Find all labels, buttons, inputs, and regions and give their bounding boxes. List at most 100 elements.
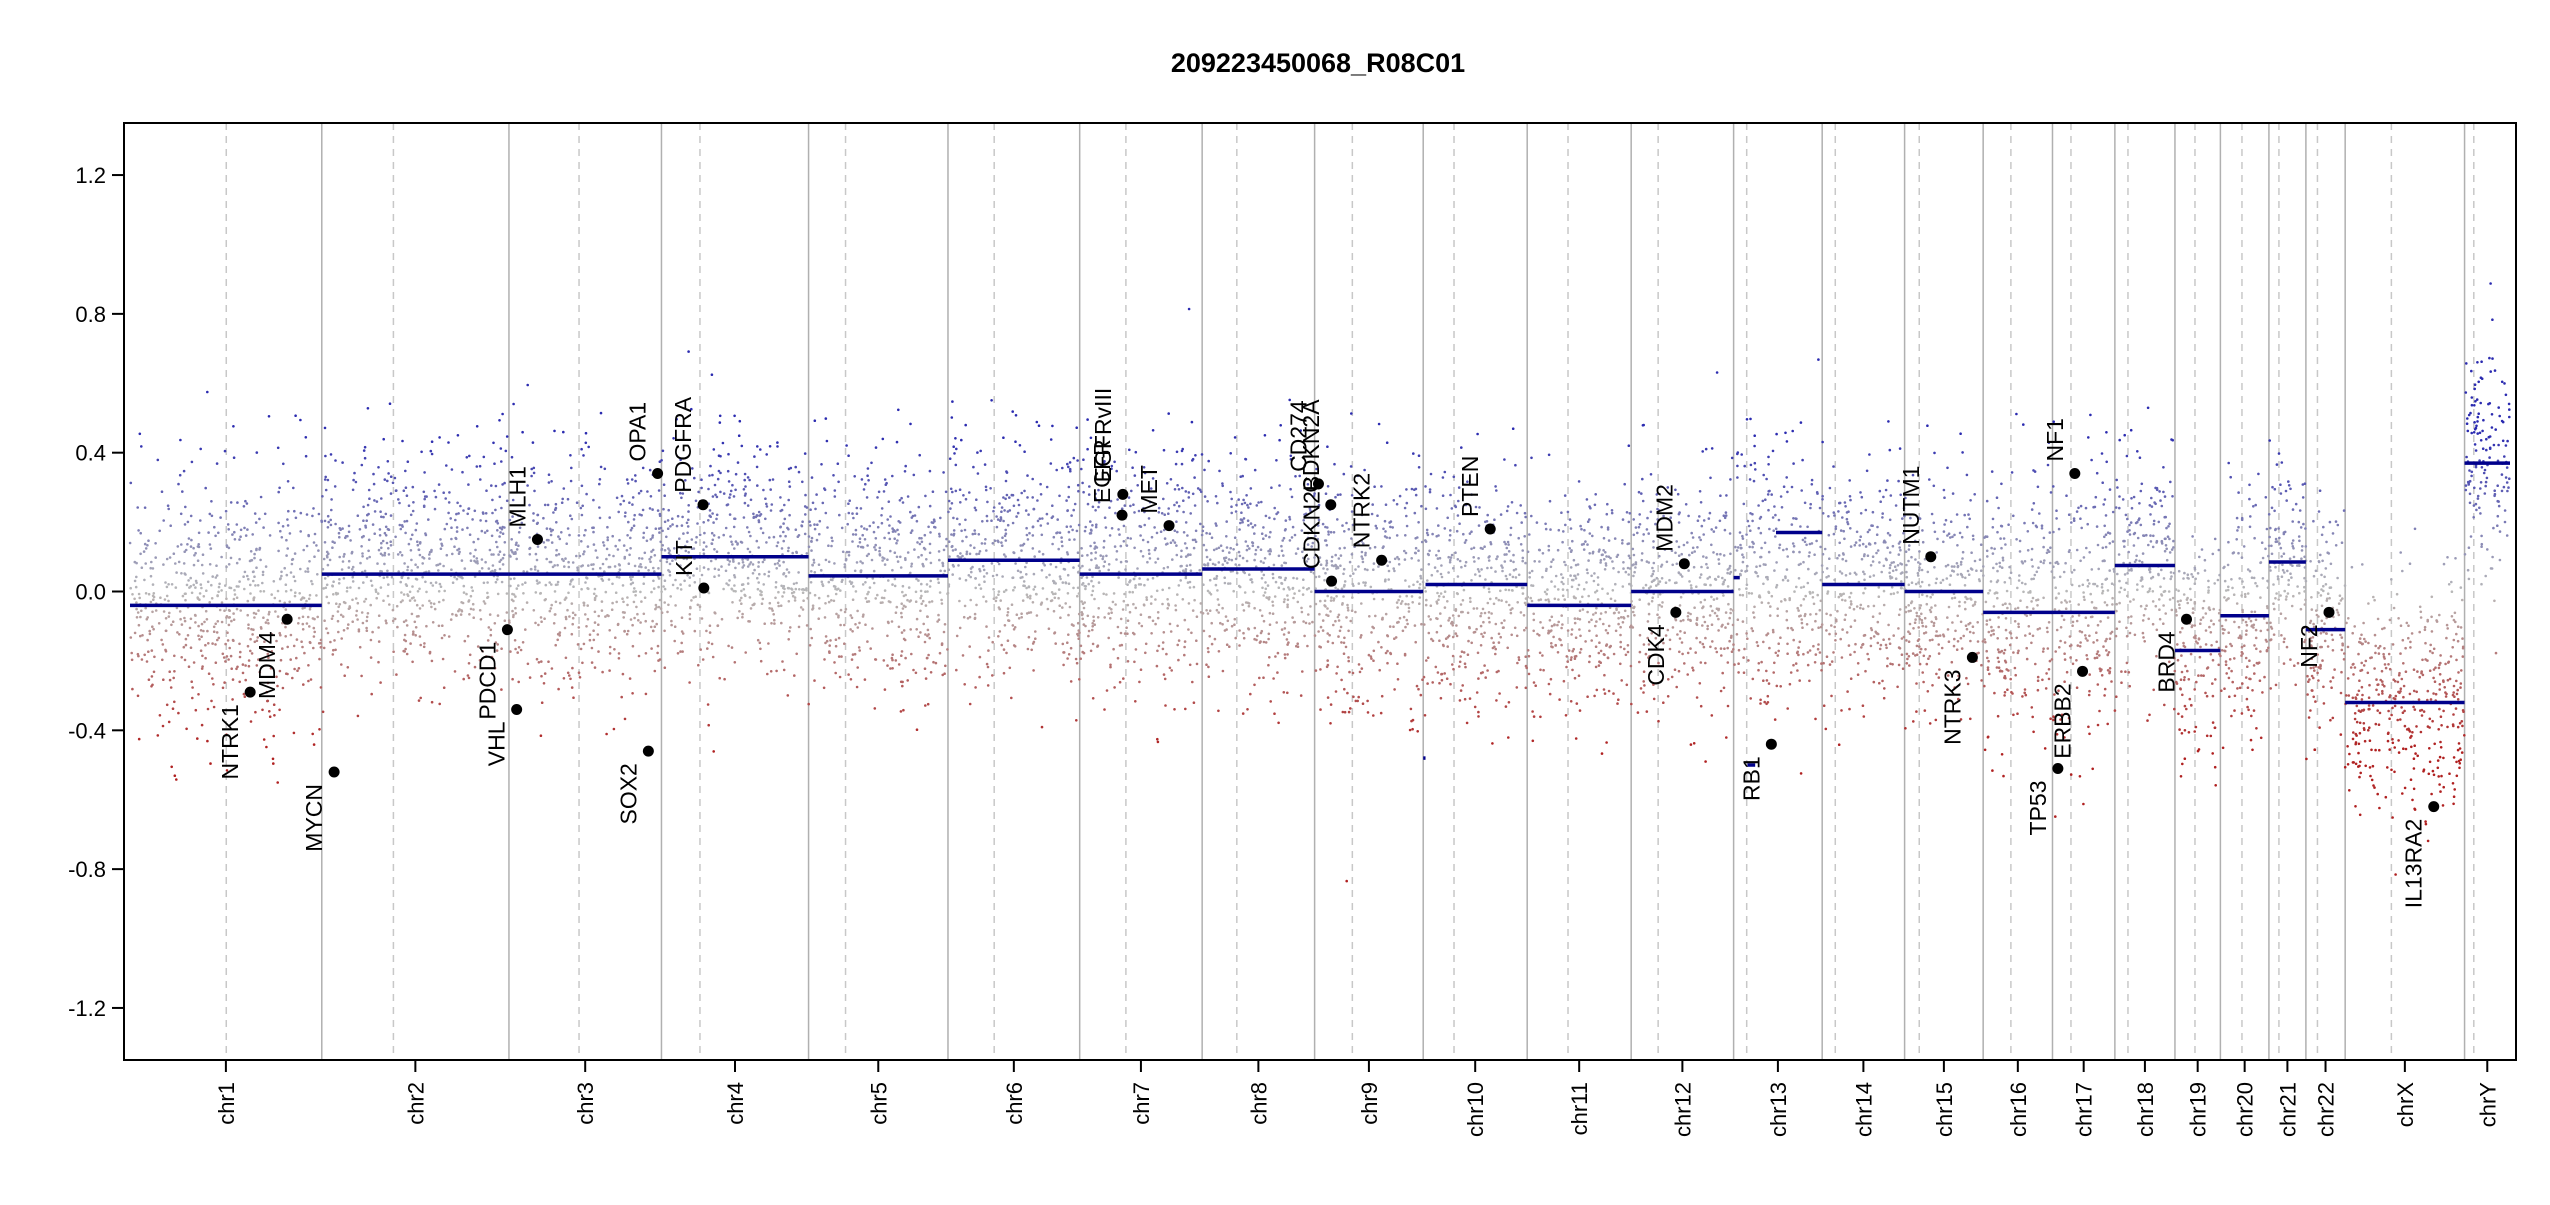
probe-point [178, 633, 181, 636]
probe-point [1476, 607, 1479, 610]
probe-point [456, 526, 459, 529]
probe-point [1333, 597, 1336, 600]
probe-point [600, 412, 603, 415]
probe-point [1032, 588, 1035, 591]
probe-point [1224, 560, 1227, 563]
probe-point [742, 583, 745, 586]
probe-point [1451, 622, 1454, 625]
probe-point [854, 623, 857, 626]
probe-point [1009, 667, 1012, 670]
probe-point [1351, 609, 1354, 612]
probe-point [1364, 552, 1367, 555]
probe-point [871, 627, 874, 630]
probe-point [1059, 575, 1062, 578]
probe-point [1364, 584, 1367, 587]
probe-point [736, 543, 739, 546]
probe-point [204, 657, 207, 660]
probe-point [255, 451, 258, 454]
probe-point [1524, 512, 1527, 515]
probe-point [791, 552, 794, 555]
probe-point [1093, 620, 1096, 623]
probe-point [166, 558, 169, 561]
probe-point [273, 714, 276, 717]
probe-point [265, 621, 268, 624]
probe-point [695, 536, 698, 539]
probe-point [252, 570, 255, 573]
probe-point [1208, 675, 1211, 678]
probe-point [826, 526, 829, 529]
probe-point [891, 583, 894, 586]
probe-point [332, 615, 335, 618]
probe-point [131, 659, 134, 662]
probe-point [834, 489, 837, 492]
probe-point [769, 445, 772, 448]
probe-point [641, 557, 644, 560]
probe-point [733, 547, 736, 550]
probe-point [904, 639, 907, 642]
probe-point [226, 631, 229, 634]
probe-point [858, 622, 861, 625]
probe-point [1018, 617, 1021, 620]
probe-point [346, 590, 349, 593]
probe-point [904, 470, 907, 473]
probe-point [1533, 560, 1536, 563]
probe-point [901, 631, 904, 634]
probe-point [1086, 554, 1089, 557]
probe-point [1139, 534, 1142, 537]
probe-point [881, 559, 884, 562]
probe-point [960, 439, 963, 442]
probe-point [1426, 682, 1429, 685]
probe-point [632, 590, 635, 593]
probe-point [576, 566, 579, 569]
probe-point [959, 501, 962, 504]
probe-point [1388, 570, 1391, 573]
probe-point [1387, 635, 1390, 638]
probe-point [1480, 633, 1483, 636]
probe-point [572, 696, 575, 699]
probe-point [739, 420, 742, 423]
probe-point [384, 532, 387, 535]
probe-point [186, 584, 189, 587]
probe-point [570, 467, 573, 470]
probe-point [744, 485, 747, 488]
probe-point [1595, 666, 1598, 669]
probe-point [1041, 569, 1044, 572]
probe-point [1415, 494, 1418, 497]
probe-point [1473, 560, 1476, 563]
probe-point [922, 623, 925, 626]
probe-point [778, 564, 781, 567]
probe-point [244, 500, 247, 503]
probe-point [1283, 601, 1286, 604]
probe-point [386, 480, 389, 483]
probe-point [246, 614, 249, 617]
probe-point [1600, 650, 1603, 653]
probe-point [1124, 504, 1127, 507]
probe-point [753, 569, 756, 572]
probe-point [1318, 575, 1321, 578]
probe-point [910, 531, 913, 534]
probe-point [729, 535, 732, 538]
probe-point [1297, 601, 1300, 604]
probe-point [709, 631, 712, 634]
probe-point [654, 625, 657, 628]
probe-point [496, 529, 499, 532]
probe-point [1068, 582, 1071, 585]
probe-point [767, 575, 770, 578]
probe-point [1051, 599, 1054, 602]
probe-point [775, 586, 778, 589]
probe-point [1424, 590, 1427, 593]
probe-point [1597, 583, 1600, 586]
probe-point [325, 627, 328, 630]
probe-point [1135, 607, 1138, 610]
probe-point [1453, 476, 1456, 479]
probe-point [1168, 587, 1171, 590]
probe-point [1253, 607, 1256, 610]
probe-point [1207, 460, 1210, 463]
probe-point [1419, 583, 1422, 586]
probe-point [1135, 451, 1138, 454]
probe-point [1142, 539, 1145, 542]
probe-point [288, 601, 291, 604]
probe-point [290, 571, 293, 574]
probe-point [654, 670, 657, 673]
probe-point [1132, 632, 1135, 635]
